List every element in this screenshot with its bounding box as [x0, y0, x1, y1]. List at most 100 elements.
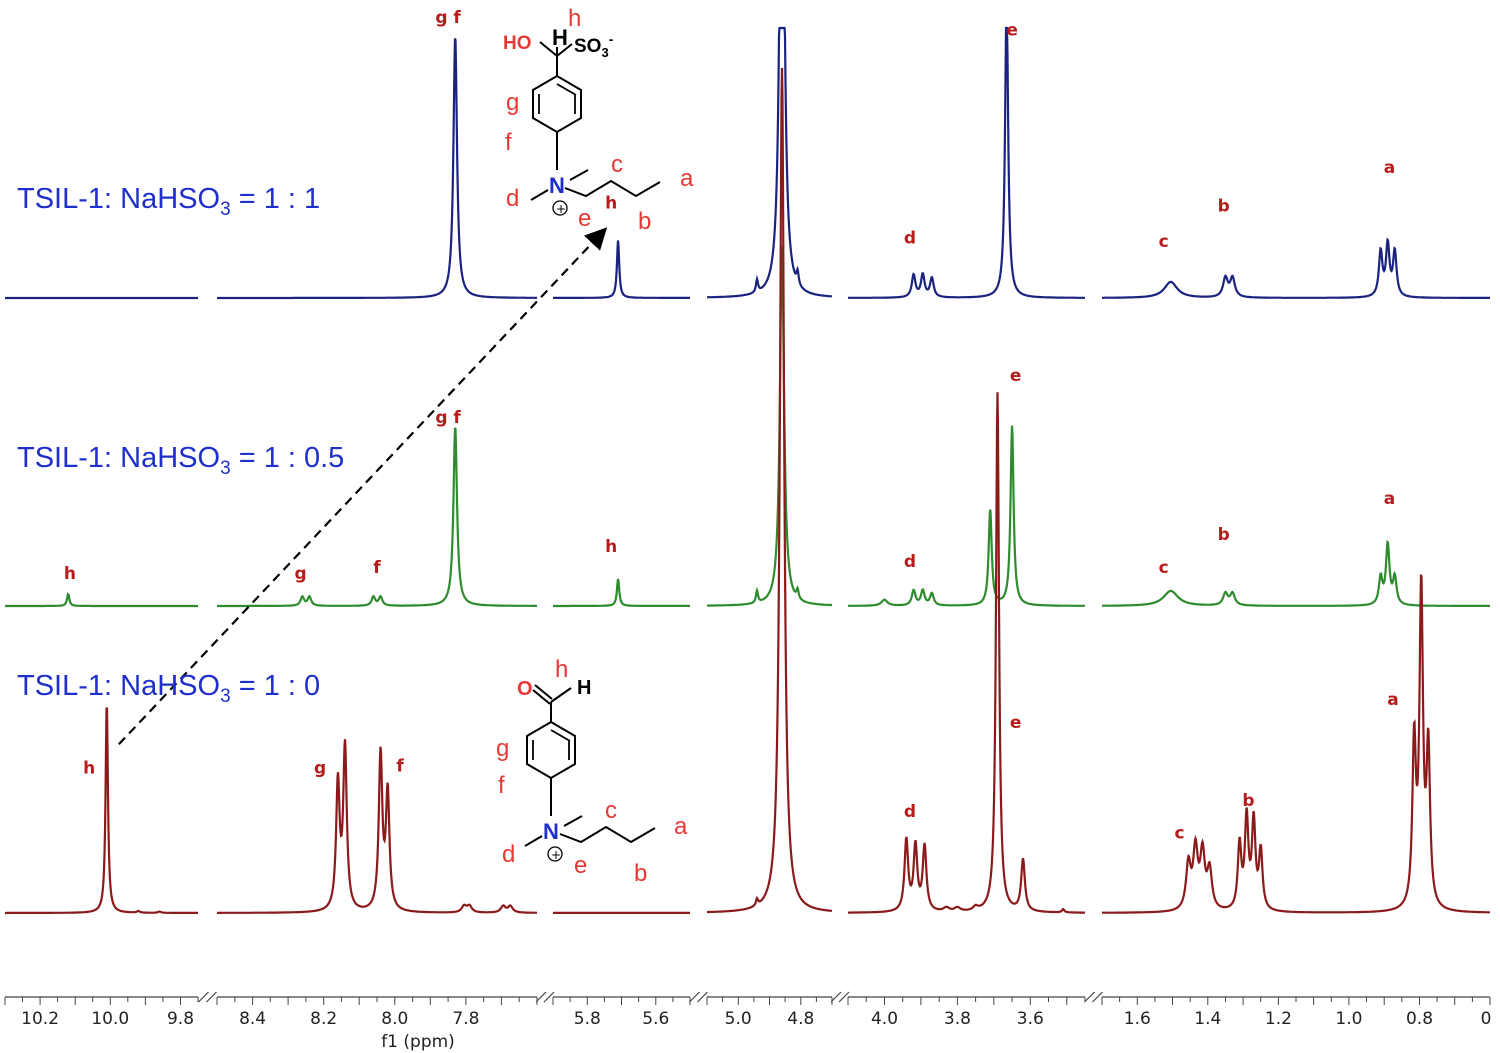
axis-break-mark	[543, 991, 555, 1003]
tick-label-3-1: 4.8	[787, 1009, 814, 1029]
tick-label-5-5: 0	[1481, 1009, 1492, 1029]
axis-break-mark	[198, 991, 209, 1003]
spectrum-trace-s1-seg2	[553, 578, 690, 608]
tick-label-5-4: 0.8	[1406, 1009, 1433, 1029]
struct1-label-e: e	[578, 205, 591, 232]
struct2-plus-circle	[547, 846, 563, 862]
peak-label-s1-15: e	[1010, 366, 1022, 386]
peak-label-s2-31: a	[1387, 690, 1398, 710]
peak-label-s1-5: g f	[435, 408, 461, 428]
struct1-label-SO3: SO3-	[574, 31, 614, 60]
tick-label-1-2: 8.0	[381, 1009, 408, 1029]
spectrum-trace-s0-seg5	[1102, 237, 1490, 299]
structure-product: h H HO SO3- g f N + c a d e b	[503, 5, 694, 235]
struct1-label-a: a	[680, 165, 694, 192]
axis-break-mark	[1084, 991, 1095, 1003]
struct2-label-a: a	[674, 813, 688, 840]
struct2-label-N: N	[543, 819, 559, 844]
peak-label-s1-6: h	[605, 537, 617, 557]
spectrum-trace-s1-seg5	[1102, 539, 1490, 607]
axis-break-mark	[830, 991, 842, 1003]
struct2-bonds	[532, 684, 572, 722]
tick-label-5-2: 1.2	[1265, 1009, 1292, 1029]
peak-label-s2-13: d	[904, 802, 916, 822]
peak-label-s0-0: g f	[435, 8, 461, 28]
spectrum-trace-s1-seg3	[707, 245, 832, 607]
peak-label-s0-9: c	[1159, 232, 1169, 252]
struct2-label-g: g	[496, 735, 509, 762]
peak-label-s0-1: h	[605, 193, 617, 213]
peak-label-s1-10: d	[904, 552, 916, 572]
spectrum-trace-s1-seg0	[5, 592, 198, 608]
axis-break-mark	[1092, 991, 1103, 1003]
struct1-label-f: f	[505, 129, 512, 156]
tick-label-2-0: 5.8	[574, 1009, 601, 1029]
shift-arrow	[118, 227, 608, 746]
structure-reactant: O h H g f N + c a d e b	[496, 656, 688, 887]
series-label-1to05: TSIL-1: NaHSO3 = 1 : 0.5	[17, 442, 345, 479]
tick-label-3-0: 5.0	[725, 1009, 752, 1029]
axis-break-mark	[697, 991, 708, 1003]
struct1-label-c: c	[611, 151, 623, 178]
tick-label-4-2: 3.6	[1017, 1009, 1044, 1029]
peak-label-s1-16: c	[1159, 558, 1169, 578]
struct2-label-e: e	[574, 852, 587, 879]
spectrum-trace-s0-seg4	[848, 26, 1085, 299]
peak-label-s1-3: f	[373, 558, 381, 578]
spectrum-trace-s1-seg1	[217, 427, 537, 608]
peak-label-s0-5: d	[904, 229, 916, 249]
struct2-ring-inner	[532, 729, 571, 760]
spectrum-trace-s2-seg5	[1102, 574, 1490, 914]
struct2-label-h: h	[555, 656, 568, 683]
struct1-chain	[530, 169, 661, 201]
struct2-label-c: c	[605, 797, 617, 824]
struct2-label-O: O	[517, 678, 533, 700]
tick-label-2-1: 5.6	[642, 1009, 669, 1029]
tick-label-0-2: 9.8	[167, 1009, 194, 1029]
struct2-label-plus: +	[551, 848, 561, 862]
tick-label-5-3: 1.0	[1335, 1009, 1362, 1029]
axis-break-mark	[535, 991, 547, 1003]
tick-label-5-0: 1.6	[1124, 1009, 1151, 1029]
peak-label-s0-10: b	[1218, 197, 1230, 217]
peak-label-s1-1: g	[295, 564, 307, 584]
axis-break-mark	[206, 991, 217, 1003]
tick-label-1-1: 8.2	[310, 1009, 337, 1029]
spectrum-trace-s0-seg3	[707, 26, 833, 299]
struct1-plus-circle	[552, 200, 568, 216]
struct1-ring-inner	[538, 83, 577, 114]
peak-label-s2-3: g	[314, 758, 326, 778]
series-label-1to1: TSIL-1: NaHSO3 = 1 : 1	[17, 183, 321, 220]
spectrum-trace-s1-seg4	[848, 425, 1085, 607]
spectrum-trace-s2-seg0	[5, 707, 198, 915]
tick-label-0-0: 10.2	[21, 1009, 59, 1029]
tick-label-1-3: 7.8	[452, 1009, 479, 1029]
tick-label-0-1: 10.0	[91, 1009, 129, 1029]
peak-label-s0-8: e	[1006, 21, 1018, 41]
struct1-label-g: g	[506, 89, 519, 116]
spectra-layer	[5, 26, 1490, 915]
peak-label-s2-0: h	[83, 758, 95, 778]
spectrum-trace-s2-seg1	[217, 739, 537, 914]
peak-label-s1-17: b	[1218, 525, 1230, 545]
tick-label-4-1: 3.8	[944, 1009, 971, 1029]
shift-arrow-line	[118, 227, 608, 746]
struct1-label-HO: HO	[503, 33, 532, 54]
spectrum-trace-s2-seg3	[707, 67, 833, 914]
axis-break-mark	[689, 991, 700, 1003]
struct2-label-f: f	[498, 772, 505, 799]
struct2-label-H: H	[577, 677, 591, 699]
peak-label-s2-19: e	[1010, 713, 1022, 733]
x-axis: 10.2 10.0 9.8 8.4 8.2 8.0 7.8 5.8 5.6 5.0 4.8 4.0 3.…	[4, 991, 1492, 1052]
struct1-label-b: b	[638, 208, 651, 235]
peak-label-s2-6: f	[396, 757, 404, 777]
spectrum-trace-s0-seg2	[553, 240, 690, 299]
struct2-label-b: b	[634, 860, 647, 887]
peak-label-s2-22: c	[1175, 823, 1185, 843]
tick-label-4-0: 4.0	[871, 1009, 898, 1029]
series-label-1to0: TSIL-1: NaHSO3 = 1 : 0	[17, 670, 321, 707]
spectrum-trace-s0-seg1	[217, 38, 537, 300]
spectrum-trace-s2-seg4	[848, 392, 1085, 914]
